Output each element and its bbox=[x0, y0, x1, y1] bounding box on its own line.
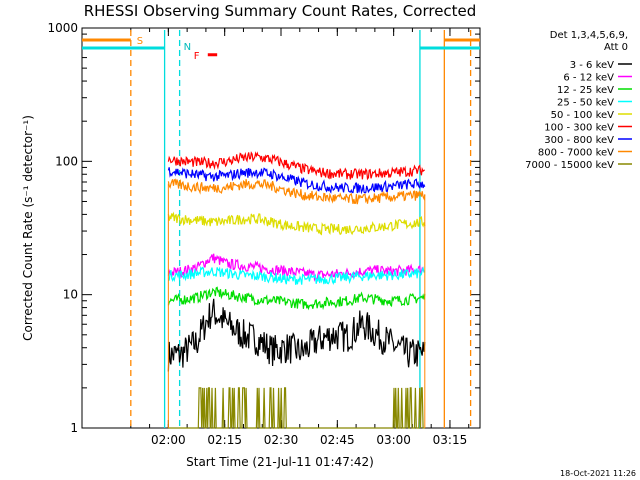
x-axis-label: Start Time (21-Jul-11 01:47:42) bbox=[186, 455, 374, 469]
n-label: N bbox=[184, 42, 191, 53]
x-tick-label: 03:00 bbox=[376, 433, 411, 447]
flare-label: F bbox=[194, 51, 200, 62]
chart-title: RHESSI Observing Summary Count Rates, Co… bbox=[84, 2, 477, 20]
legend-label: 800 - 7000 keV bbox=[538, 148, 614, 159]
legend-label: 3 - 6 keV bbox=[570, 60, 614, 71]
series-line bbox=[167, 298, 426, 372]
legend-label: 300 - 800 keV bbox=[544, 135, 614, 146]
legend-label: 25 - 50 keV bbox=[557, 98, 614, 109]
legend-label: 12 - 25 keV bbox=[557, 85, 614, 96]
y-tick-label: 100 bbox=[55, 154, 78, 168]
x-tick-label: 02:45 bbox=[320, 433, 355, 447]
series-line bbox=[168, 387, 425, 429]
x-tick-label: 02:30 bbox=[264, 433, 299, 447]
x-tick-label: 02:00 bbox=[151, 433, 186, 447]
legend-title: Att 0 bbox=[604, 42, 628, 53]
y-axis-label: Corrected Count Rate (s⁻¹ detector⁻¹) bbox=[21, 115, 35, 341]
series-line bbox=[167, 253, 425, 283]
series-line bbox=[167, 286, 426, 311]
legend-label: 6 - 12 keV bbox=[563, 73, 614, 84]
footer-timestamp: 18-Oct-2021 11:26 bbox=[560, 469, 636, 478]
series-line bbox=[167, 211, 426, 236]
series-line bbox=[168, 266, 425, 286]
legend-title: Det 1,3,4,5,6,9, bbox=[550, 30, 628, 41]
y-tick-label: 10 bbox=[63, 288, 78, 302]
legend: Det 1,3,4,5,6,9,Att 0 3 - 6 keV 6 - 12 keV… bbox=[525, 30, 632, 171]
x-tick-label: 02:15 bbox=[207, 433, 242, 447]
y-tick-label: 1000 bbox=[47, 21, 78, 35]
legend-label: 7000 - 15000 keV bbox=[525, 160, 614, 171]
y-tick-label: 1 bbox=[70, 421, 78, 435]
series-line bbox=[167, 178, 426, 205]
series-line bbox=[167, 151, 426, 181]
s-label: S bbox=[137, 36, 143, 47]
legend-label: 100 - 300 keV bbox=[544, 123, 614, 134]
x-tick-label: 03:15 bbox=[433, 433, 468, 447]
legend-label: 50 - 100 keV bbox=[551, 110, 615, 121]
